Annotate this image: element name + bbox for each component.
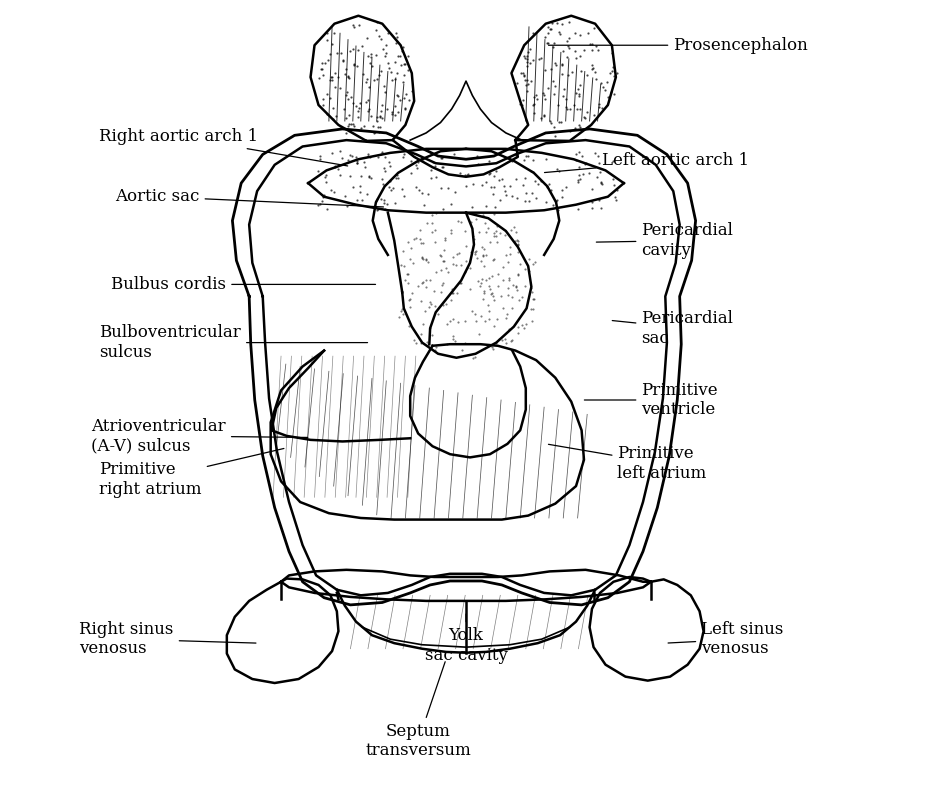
- Text: Bulboventricular
sulcus: Bulboventricular sulcus: [100, 324, 367, 361]
- Text: Atrioventricular
(A-V) sulcus: Atrioventricular (A-V) sulcus: [91, 418, 308, 454]
- Text: Right aortic arch 1: Right aortic arch 1: [100, 129, 348, 166]
- Text: Primitive
ventricle: Primitive ventricle: [584, 382, 718, 418]
- Text: Septum
transversum: Septum transversum: [365, 662, 471, 759]
- Text: Right sinus
venosus: Right sinus venosus: [79, 621, 256, 658]
- Text: Primitive
right atrium: Primitive right atrium: [100, 449, 284, 498]
- Text: Pericardial
sac: Pericardial sac: [612, 310, 733, 346]
- Text: Prosencephalon: Prosencephalon: [549, 37, 808, 54]
- Text: Left sinus
venosus: Left sinus venosus: [668, 621, 784, 658]
- Text: Left aortic arch 1: Left aortic arch 1: [544, 152, 748, 173]
- Text: Aortic sac: Aortic sac: [116, 188, 383, 207]
- Text: Bulbus cordis: Bulbus cordis: [111, 276, 376, 293]
- Text: Pericardial
cavity: Pericardial cavity: [596, 222, 733, 259]
- Text: Yolk
sac cavity: Yolk sac cavity: [425, 614, 507, 664]
- Text: Primitive
left atrium: Primitive left atrium: [548, 444, 706, 482]
